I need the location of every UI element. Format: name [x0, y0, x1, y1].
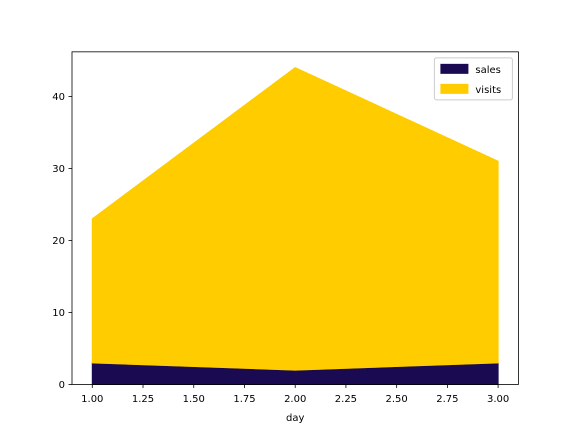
- y-tick-label: 10: [52, 308, 65, 319]
- x-tick-label: 1.00: [81, 394, 103, 405]
- legend-label-sales: sales: [475, 65, 500, 76]
- y-tick-label: 30: [52, 164, 65, 175]
- x-tick-label: 2.50: [386, 394, 408, 405]
- x-axis-ticks: 1.00 1.25 1.50 1.75 2.00 2.25 2.50 2.75 3.00: [81, 384, 509, 405]
- plot-frame: [71, 51, 519, 385]
- x-tick-label: 1.25: [132, 394, 154, 405]
- y-tick-label: 40: [52, 92, 65, 103]
- x-axis-label: day: [286, 413, 304, 424]
- legend-swatch-sales: [440, 63, 469, 74]
- legend: sales visits: [433, 57, 513, 101]
- area-edge-visits: [91, 67, 499, 220]
- legend-swatch-visits: [440, 83, 469, 94]
- x-tick-label: 2.00: [284, 394, 306, 405]
- y-axis-ticks: 0 10 20 30 40: [52, 92, 72, 391]
- legend-label-visits: visits: [475, 85, 501, 96]
- x-tick-label: 2.25: [335, 394, 357, 405]
- x-tick-label: 3.00: [487, 394, 509, 405]
- x-tick-label: 1.75: [233, 394, 255, 405]
- y-tick-label: 0: [59, 380, 65, 391]
- x-tick-label: 2.75: [436, 394, 458, 405]
- y-tick-label: 20: [52, 236, 65, 247]
- x-tick-label: 1.50: [183, 394, 205, 405]
